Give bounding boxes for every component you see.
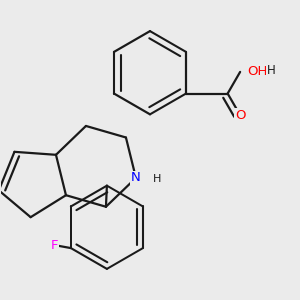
Text: OH: OH [248, 65, 268, 78]
Text: H: H [267, 64, 276, 77]
Text: O: O [235, 109, 245, 122]
Text: H: H [152, 174, 161, 184]
Text: N: N [131, 171, 141, 184]
Text: F: F [51, 238, 58, 252]
